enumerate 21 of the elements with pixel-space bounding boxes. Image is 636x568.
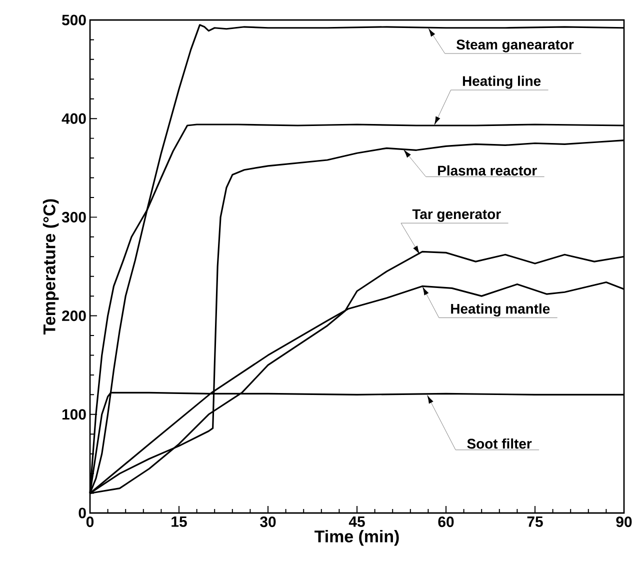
y-tick-label: 500 bbox=[62, 14, 86, 26]
annotation: Soot filter bbox=[467, 438, 532, 449]
x-tick-label: 45 bbox=[348, 516, 365, 527]
x-tick-label: 60 bbox=[438, 516, 454, 528]
x-tick-label: 90 bbox=[616, 516, 632, 528]
y-tick-label: 0 bbox=[78, 508, 86, 518]
y-tick-label: 200 bbox=[62, 310, 86, 322]
y-tick-label: 100 bbox=[62, 409, 86, 420]
annotation: Steam ganearator bbox=[456, 40, 574, 52]
annotation: Heating mantle bbox=[451, 303, 550, 317]
annotation: Heating line bbox=[462, 76, 541, 89]
x-tick-label: 15 bbox=[172, 516, 187, 527]
y-tick-label: 400 bbox=[62, 113, 86, 124]
x-tick-label: 0 bbox=[86, 516, 94, 528]
y-tick-label: 300 bbox=[62, 212, 86, 222]
annotation: Plasma reactor bbox=[438, 165, 537, 176]
annotation: Tar generator bbox=[412, 209, 501, 222]
x-axis-title: Time (min) bbox=[314, 530, 399, 546]
y-axis-title: Temperature (°C) bbox=[42, 199, 59, 334]
x-tick-label: 75 bbox=[527, 516, 543, 527]
x-tick-label: 30 bbox=[260, 516, 276, 528]
